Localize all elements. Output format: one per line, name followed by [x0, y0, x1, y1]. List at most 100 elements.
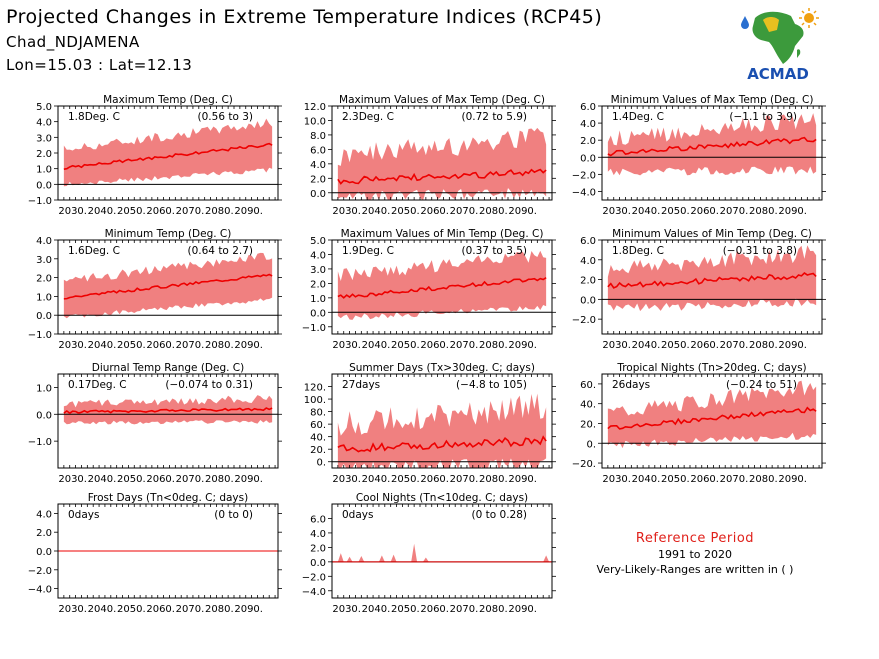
x-tick-label: 2030. [332, 206, 361, 217]
chart-panel-8: 2030. 2040. 2050. 2060. 2070. 2080. 2090. −20. 0… [572, 362, 826, 485]
y-tick-label: 60. [310, 420, 326, 431]
median-line [63, 273, 273, 300]
y-tick-label: 0.0 [580, 295, 596, 306]
median-line [63, 142, 273, 170]
y-tick-label: 4.0 [310, 529, 326, 540]
y-tick-label: −1.0 [28, 330, 52, 341]
x-tick-label: 2070. [176, 604, 205, 615]
chart-title: Frost Days (Tn<0deg. C; days) [88, 492, 248, 504]
chart-panel-1: 2030. 2040. 2050. 2060. 2070. 2080. 2090. 0.0 2.… [304, 94, 556, 217]
y-tick-label: 1.0 [36, 292, 52, 303]
range-label: (0 to 0.28) [472, 509, 527, 521]
y-tick-label: 6.0 [310, 514, 326, 525]
x-tick-label: 2040. [362, 604, 391, 615]
change-label: 1.6Deg. C [68, 245, 120, 257]
x-tick-label: 2080. [749, 474, 778, 485]
y-tick-label: −2.0 [28, 566, 52, 577]
x-tick-label: 2070. [176, 206, 205, 217]
chart-title: Tropical Nights (Tn>20deg. C; days) [616, 362, 806, 374]
y-tick-label: 2.0 [36, 528, 52, 539]
x-tick-label: 2040. [88, 206, 117, 217]
x-tick-label: 2040. [632, 340, 661, 351]
plot-frame [601, 239, 823, 335]
y-tick-label: 12.0 [304, 102, 326, 113]
x-tick-label: 2040. [88, 474, 117, 485]
y-tick-label: −4.0 [302, 587, 326, 598]
plot-frame [601, 105, 823, 201]
x-tick-label: 2060. [420, 604, 449, 615]
reference-period-title: Reference Period [635, 531, 755, 546]
x-tick-label: 2070. [450, 604, 479, 615]
x-tick-label: 2090. [234, 206, 263, 217]
range-label: (−4.8 to 105) [456, 379, 527, 391]
chart-title: Maximum Values of Max Temp (Deg. C) [339, 94, 545, 106]
x-tick-label: 2080. [205, 474, 234, 485]
x-tick-label: 2090. [778, 206, 807, 217]
spike-mark-4 [390, 554, 397, 562]
reference-period-years: 1991 to 2020 [657, 548, 733, 561]
x-tick-label: 2040. [88, 340, 117, 351]
y-tick-label: 5.0 [310, 236, 326, 247]
y-tick-label: −4.0 [28, 585, 52, 596]
chart-panel-5: 2030. 2040. 2050. 2060. 2070. 2080. 2090. −2.0 0… [572, 228, 826, 351]
chart-panel-2: 2030. 2040. 2050. 2060. 2070. 2080. 2090. −4.0 −… [572, 94, 826, 217]
y-tick-label: −2.0 [302, 572, 326, 583]
range-label: (−0.074 to 0.31) [165, 379, 253, 391]
spike-mark-3 [378, 555, 385, 562]
change-label: 0.17Deg. C [68, 379, 127, 391]
chart-panel-9: 2030. 2040. 2050. 2060. 2070. 2080. 2090. −4.0 −… [28, 492, 282, 615]
y-tick-label: 0.0 [36, 180, 52, 191]
y-tick-label: 6.0 [310, 145, 326, 156]
x-tick-label: 2070. [176, 340, 205, 351]
chart-title: Maximum Temp (Deg. C) [103, 94, 233, 106]
spike-mark-6 [422, 557, 429, 562]
x-tick-label: 2070. [450, 474, 479, 485]
y-tick-label: 4.0 [36, 118, 52, 129]
plot-frame [57, 373, 279, 469]
x-tick-label: 2050. [391, 474, 420, 485]
y-tick-label: 0.0 [310, 189, 326, 200]
spike-mark-1 [346, 556, 353, 562]
range-label: (−1.1 to 3.9) [729, 111, 797, 123]
y-tick-label: 4.0 [580, 256, 596, 267]
x-tick-label: 2040. [632, 206, 661, 217]
y-tick-label: 2.0 [580, 136, 596, 147]
x-tick-label: 2050. [391, 206, 420, 217]
x-tick-label: 2060. [146, 206, 175, 217]
change-label: 27days [342, 379, 380, 391]
uncertainty-band [337, 393, 547, 468]
y-tick-label: 4.0 [580, 119, 596, 130]
range-label: (0.37 to 3.5) [462, 245, 528, 257]
x-tick-label: 2030. [58, 340, 87, 351]
change-label: 1.9Deg. C [342, 245, 394, 257]
y-tick-label: 120. [304, 383, 326, 394]
plot-frame [57, 239, 279, 335]
uncertainty-band [337, 127, 547, 200]
uncertainty-band [607, 113, 817, 176]
x-tick-label: 2030. [58, 206, 87, 217]
median-line [337, 168, 547, 185]
y-tick-label: 3.0 [310, 265, 326, 276]
median-line [63, 407, 273, 415]
y-tick-label: −1.0 [28, 196, 52, 207]
y-tick-label: 2.0 [310, 279, 326, 290]
chart-panel-6: 2030. 2040. 2050. 2060. 2070. 2080. 2090. −1.0 0… [28, 362, 282, 485]
x-tick-label: 2050. [661, 206, 690, 217]
x-tick-label: 2060. [420, 340, 449, 351]
x-tick-label: 2050. [391, 604, 420, 615]
x-tick-label: 2080. [479, 474, 508, 485]
plot-frame [331, 503, 553, 599]
x-tick-label: 2060. [146, 604, 175, 615]
spike-mark-5 [411, 543, 418, 562]
change-label: 0days [342, 509, 373, 521]
y-tick-label: 20. [580, 419, 596, 430]
station-name: Chad_NDJAMENA [6, 33, 140, 51]
chart-panel-0: 2030. 2040. 2050. 2060. 2070. 2080. 2090. −1.0 0… [28, 94, 282, 217]
spike-mark-2 [358, 556, 365, 562]
median-line [607, 136, 817, 157]
chart-title: Cool Nights (Tn<10deg. C; days) [356, 492, 528, 504]
y-tick-label: 1.0 [36, 165, 52, 176]
x-tick-label: 2070. [450, 340, 479, 351]
change-label: 1.8Deg. C [612, 245, 664, 257]
